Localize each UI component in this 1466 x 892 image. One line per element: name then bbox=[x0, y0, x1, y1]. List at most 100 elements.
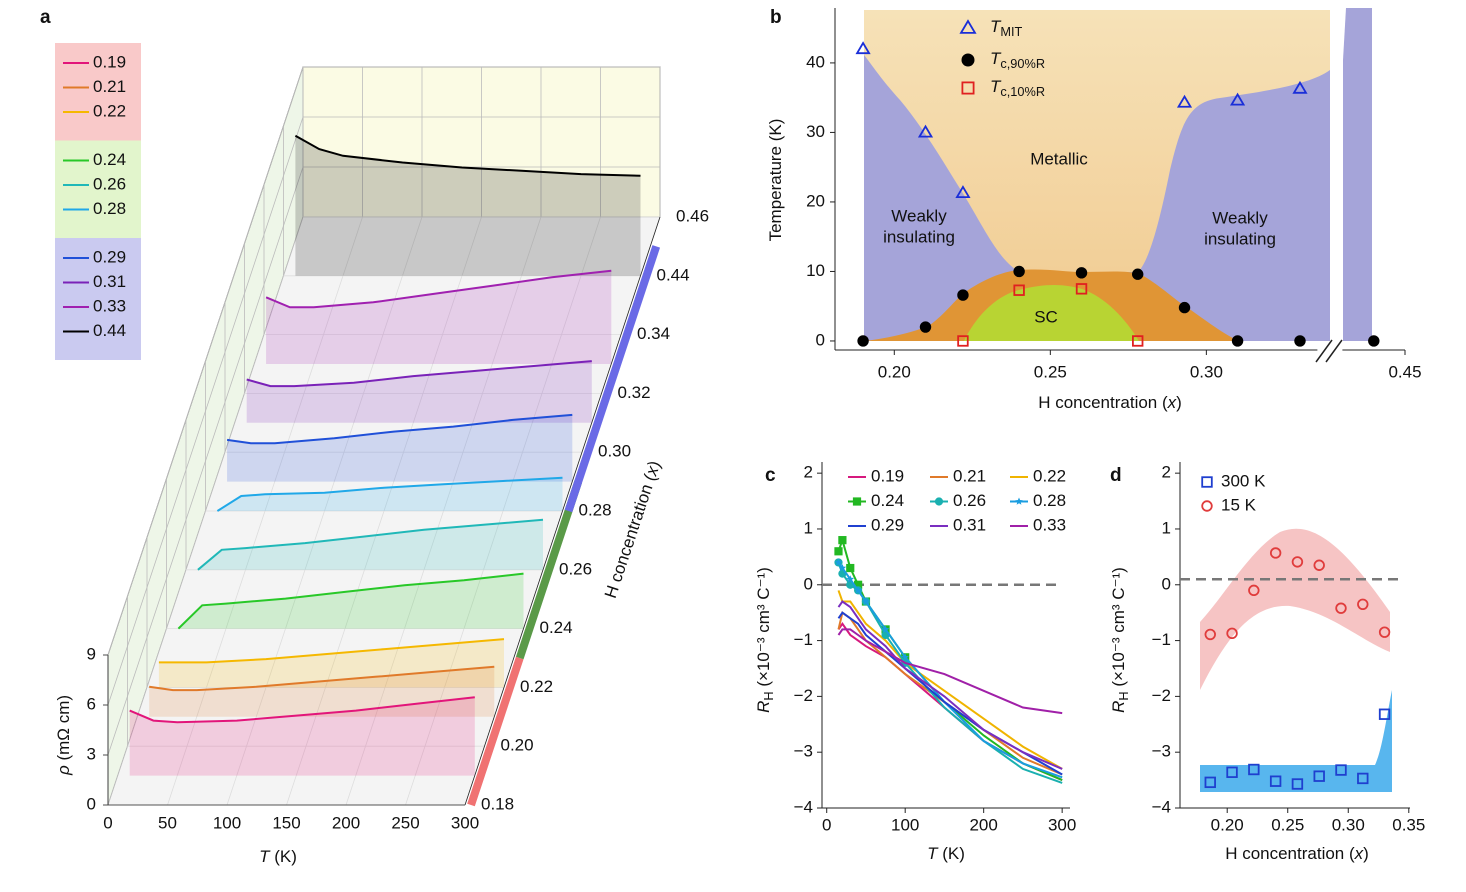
panel-label: a bbox=[40, 7, 51, 28]
marker bbox=[1269, 775, 1282, 787]
legend-label: 0.21 bbox=[953, 466, 986, 485]
z-tick-label: 0.18 bbox=[481, 794, 514, 813]
y-tick-label: 9 bbox=[87, 644, 96, 663]
curve-fill bbox=[227, 414, 573, 482]
marker bbox=[855, 41, 871, 55]
marker bbox=[1132, 335, 1144, 347]
x-axis-label: H concentration (x) bbox=[1038, 393, 1182, 412]
y-axis-label: RH (×10⁻³ cm³ C⁻¹) bbox=[754, 567, 776, 713]
y-tick-label: 0 bbox=[1162, 574, 1171, 593]
x-tick-label: 0 bbox=[822, 815, 831, 834]
x-tick-label: 50 bbox=[158, 813, 177, 832]
curve bbox=[246, 360, 592, 388]
legend-label: 0.31 bbox=[953, 515, 986, 534]
x-tick-label: 0.45 bbox=[1388, 362, 1421, 381]
legend-label: 0.44 bbox=[93, 321, 126, 340]
metallic-region bbox=[864, 10, 1330, 272]
marker bbox=[1292, 80, 1308, 94]
y-tick-label: 30 bbox=[806, 122, 825, 141]
marker bbox=[955, 185, 971, 199]
y-tick-label: 0 bbox=[816, 330, 825, 349]
legend-label: 0.33 bbox=[93, 296, 126, 315]
marker bbox=[919, 321, 932, 333]
marker bbox=[1176, 94, 1193, 108]
region-label: insulating bbox=[883, 227, 955, 246]
marker bbox=[834, 547, 843, 556]
marker bbox=[1248, 763, 1260, 776]
marker bbox=[1313, 770, 1325, 782]
x-tick-label: 0.35 bbox=[1392, 815, 1425, 834]
marker bbox=[1013, 265, 1025, 278]
legend-marker bbox=[959, 19, 977, 34]
insulating-region bbox=[1343, 8, 1372, 341]
legend-label: 0.22 bbox=[1033, 466, 1066, 485]
y-tick-label: 0 bbox=[87, 794, 96, 813]
label-part: H concentration ( bbox=[601, 472, 660, 601]
x-tick-label: 0.25 bbox=[1034, 362, 1067, 381]
series-line bbox=[837, 600, 1063, 770]
group-bar bbox=[467, 656, 524, 807]
marker bbox=[857, 335, 869, 347]
marker bbox=[838, 536, 847, 545]
label-part: (×10⁻³ cm³ C⁻¹) bbox=[754, 567, 773, 691]
legend-label: 0.26 bbox=[953, 491, 986, 510]
legend-label: 0.29 bbox=[871, 515, 904, 534]
legend-marker bbox=[1201, 500, 1213, 512]
curve-fill bbox=[266, 270, 612, 364]
y-tick-label: −2 bbox=[794, 686, 813, 705]
marker bbox=[1229, 92, 1246, 106]
y-tick-label: 1 bbox=[1162, 518, 1171, 537]
legend-label: 0.19 bbox=[93, 52, 126, 71]
legend-label: 0.24 bbox=[93, 150, 126, 169]
marker bbox=[917, 124, 934, 138]
panel-label: b bbox=[770, 7, 782, 28]
x-tick-label: 0 bbox=[103, 813, 112, 832]
legend-label: 0.28 bbox=[1033, 491, 1066, 510]
legend-label: 0.31 bbox=[93, 272, 126, 291]
marker bbox=[1269, 547, 1282, 559]
legend-marker bbox=[1015, 497, 1023, 505]
label-part: ) bbox=[1176, 393, 1182, 412]
label-part: c,10%R bbox=[1000, 84, 1045, 99]
legend-marker bbox=[852, 497, 862, 506]
x-tick-label: 100 bbox=[213, 813, 241, 832]
legend-label: 0.29 bbox=[93, 247, 126, 266]
x-tick-label: 0.30 bbox=[1190, 362, 1223, 381]
x-tick-label: 0.20 bbox=[878, 362, 911, 381]
label-part: H bbox=[761, 691, 776, 700]
uncertainty-band bbox=[1200, 528, 1390, 690]
legend-marker bbox=[961, 53, 975, 67]
y-tick-label: −3 bbox=[1152, 742, 1171, 761]
z-tick-label: 0.22 bbox=[520, 677, 553, 696]
curve-fill bbox=[246, 361, 592, 423]
series-line bbox=[837, 590, 1063, 770]
marker bbox=[1378, 626, 1391, 638]
legend-label: 15 K bbox=[1221, 495, 1257, 514]
curve bbox=[216, 476, 563, 512]
curve-fill bbox=[158, 639, 504, 688]
label-part: H concentration ( bbox=[1225, 844, 1355, 863]
x-axis-label: T (K) bbox=[259, 847, 297, 866]
region-label: SC bbox=[1034, 307, 1058, 326]
marker bbox=[881, 625, 890, 633]
marker bbox=[1368, 335, 1380, 347]
legend-label: 300 K bbox=[1221, 471, 1266, 490]
z-tick-label: 0.44 bbox=[657, 265, 690, 284]
marker bbox=[838, 564, 847, 572]
label-part: MIT bbox=[1000, 24, 1022, 39]
y-tick-label: −4 bbox=[1152, 797, 1171, 816]
y-tick-label: 10 bbox=[806, 261, 825, 280]
curve bbox=[158, 638, 505, 664]
label-part: (K) bbox=[270, 847, 297, 866]
legend-label: 0.24 bbox=[871, 491, 904, 510]
x-tick-label: 300 bbox=[1048, 815, 1076, 834]
x-tick-label: 100 bbox=[891, 815, 919, 834]
marker bbox=[1335, 602, 1347, 614]
label-part: c,90%R bbox=[1000, 56, 1045, 71]
marker bbox=[846, 575, 855, 583]
marker bbox=[846, 563, 855, 573]
label-part: Temperature (K) bbox=[766, 119, 785, 242]
marker bbox=[1335, 764, 1347, 776]
y-tick-label: 3 bbox=[87, 744, 96, 763]
z-tick-label: 0.30 bbox=[598, 442, 631, 461]
